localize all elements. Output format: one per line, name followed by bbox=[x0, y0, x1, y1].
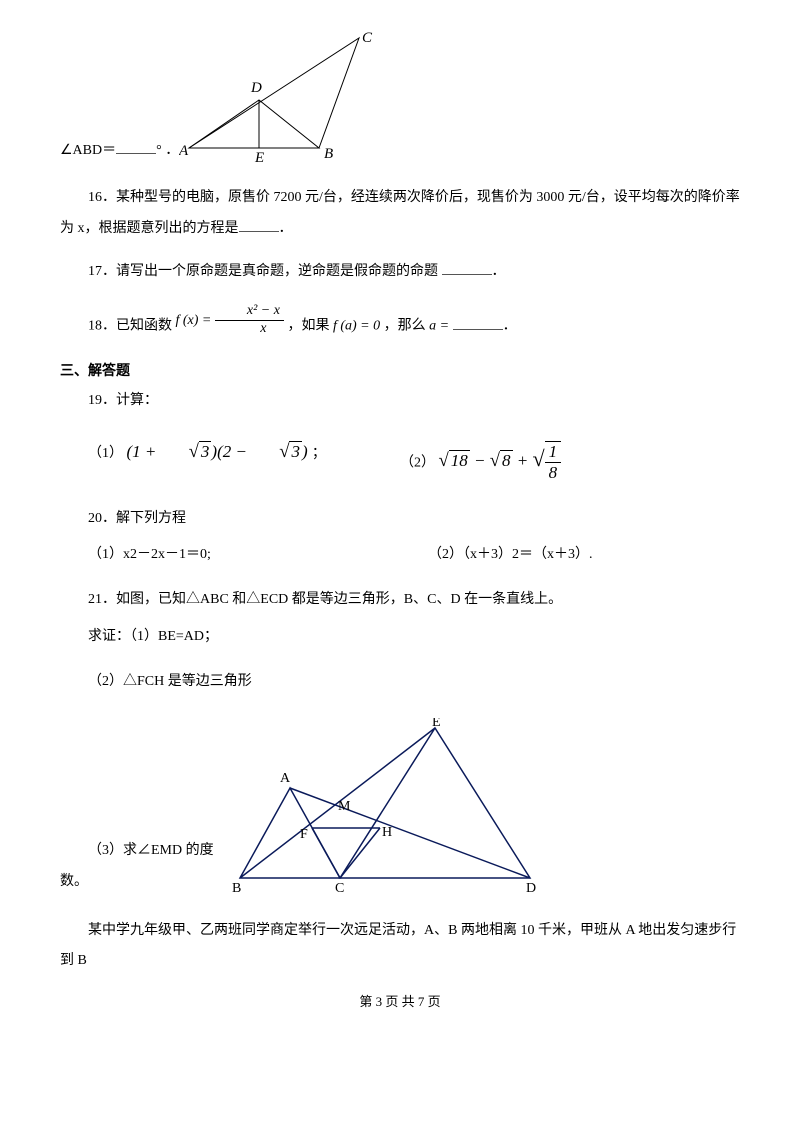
q18-blank bbox=[453, 315, 503, 330]
q19-p1-label: （1） bbox=[88, 446, 123, 461]
q15-prefix: ∠ABD＝ bbox=[60, 143, 116, 158]
q18-a-eq: a = bbox=[429, 319, 449, 334]
q18-suffix: ． bbox=[503, 319, 517, 334]
q21-figure-row: （3）求∠EMD 的度数。 B C D bbox=[60, 718, 740, 898]
q17-text: ．请写出一个原命题是真命题，逆命题是假命题的命题 bbox=[102, 264, 438, 279]
q15-suffix: ° ． bbox=[156, 143, 179, 158]
q18-frac-den: x bbox=[215, 321, 284, 338]
q19-parts: （1） (1 + 3)(2 − 3) ； （2） 18 − 8 + √18 bbox=[60, 441, 740, 484]
q20-parts: （1）x2－2x－1＝0; （2）（x＋3）2＝（x＋3）. bbox=[60, 540, 740, 571]
question-18: 18．已知函数 f (x) = x² − x x ，如果 f (a) = 0 ，… bbox=[60, 309, 740, 344]
q17-num: 17 bbox=[88, 264, 102, 279]
q16-text-b: 为 x，根据题意列出的方程是 bbox=[60, 221, 239, 236]
q17-suffix: ． bbox=[492, 264, 506, 279]
label-D: D bbox=[250, 80, 262, 96]
q20-p2: （2）（x＋3）2＝（x＋3）. bbox=[400, 540, 740, 571]
q18-text-c: ，那么 bbox=[384, 319, 426, 334]
question-last: 某中学九年级甲、乙两班同学商定举行一次远足活动，A、B 两地相离 10 千米，甲… bbox=[60, 916, 740, 978]
question-19: 19．计算： bbox=[60, 386, 740, 417]
q18-frac-num: x² − x bbox=[215, 303, 284, 321]
q19-p2-label: （2） bbox=[400, 455, 435, 470]
q15-text: ∠ABD＝ ° ． bbox=[60, 139, 179, 165]
q17-blank bbox=[442, 260, 492, 275]
q16-blank bbox=[239, 217, 279, 232]
q15-figure: A B C D E bbox=[179, 30, 389, 165]
q21-sub1: 求证：（1）BE=AD； bbox=[60, 622, 740, 653]
q16-suffix: ． bbox=[279, 221, 293, 236]
q20-p1: （1）x2－2x－1＝0; bbox=[60, 540, 400, 571]
q21-text: ．如图，已知△ABC 和△ECD 都是等边三角形，B、C、D 在一条直线上。 bbox=[102, 592, 562, 607]
question-20: 20．解下列方程 bbox=[60, 504, 740, 535]
q21-sub3: （3）求∠EMD 的度数。 bbox=[60, 836, 220, 898]
q18-fx-left: f (x) = bbox=[176, 313, 212, 328]
lbl-A: A bbox=[280, 771, 291, 786]
q21-num: 21 bbox=[88, 592, 102, 607]
label-A: A bbox=[179, 143, 189, 159]
lbl-B: B bbox=[232, 881, 241, 896]
q16-num: 16 bbox=[88, 190, 102, 205]
question-21: 21．如图，已知△ABC 和△ECD 都是等边三角形，B、C、D 在一条直线上。 bbox=[60, 585, 740, 616]
page-footer: 第 3 页 共 7 页 bbox=[60, 991, 740, 1010]
q19-num: 19 bbox=[88, 393, 102, 408]
label-B: B bbox=[324, 146, 333, 162]
q18-fa: f (a) = 0 bbox=[333, 319, 380, 334]
q16-text-a: ．某种型号的电脑，原售价 7200 元/台，经连续两次降价后，现售价为 3000… bbox=[102, 190, 740, 205]
question-16-b: 为 x，根据题意列出的方程是 ． bbox=[60, 214, 740, 245]
question-16: 16．某种型号的电脑，原售价 7200 元/台，经连续两次降价后，现售价为 30… bbox=[60, 183, 740, 214]
question-15: ∠ABD＝ ° ． A B C D E bbox=[60, 30, 740, 165]
label-E: E bbox=[254, 150, 264, 165]
q18-num: 18 bbox=[88, 319, 102, 334]
label-C: C bbox=[362, 30, 373, 46]
q19-text: ．计算： bbox=[102, 393, 158, 408]
q18-text-a: ．已知函数 bbox=[102, 319, 172, 334]
question-17: 17．请写出一个原命题是真命题，逆命题是假命题的命题 ． bbox=[60, 257, 740, 288]
lbl-H: H bbox=[382, 825, 392, 840]
q20-num: 20 bbox=[88, 511, 102, 526]
q19-part1: （1） (1 + 3)(2 − 3) ； bbox=[60, 441, 400, 484]
lbl-M: M bbox=[338, 799, 351, 814]
lbl-C: C bbox=[335, 881, 344, 896]
lbl-D: D bbox=[526, 881, 536, 896]
lbl-E: E bbox=[432, 718, 441, 730]
section-3-title: 三、解答题 bbox=[60, 360, 740, 380]
q19-part2: （2） 18 − 8 + √18 bbox=[400, 441, 740, 484]
q18-text-b: ，如果 bbox=[287, 319, 329, 334]
q15-blank bbox=[116, 139, 156, 154]
q21-sub2: （2）△FCH 是等边三角形 bbox=[60, 667, 740, 698]
q21-figure: B C D A E F H M bbox=[220, 718, 560, 898]
q20-text: ．解下列方程 bbox=[102, 511, 186, 526]
lbl-F: F bbox=[300, 827, 308, 842]
